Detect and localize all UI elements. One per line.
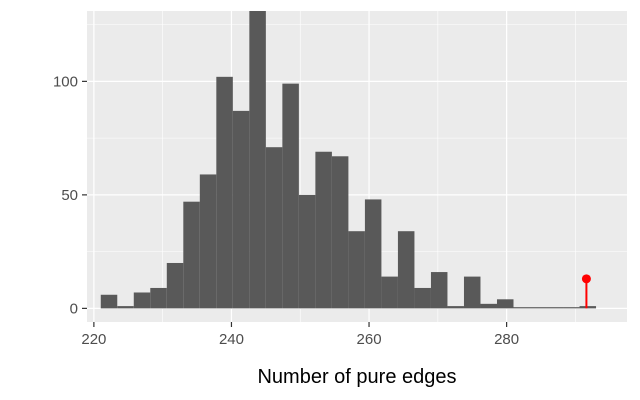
histogram-bar-16 [364, 199, 382, 309]
histogram-bar-13 [315, 151, 332, 309]
histogram-bar-4 [166, 262, 184, 309]
y-tick-label-0: 0 [70, 300, 78, 317]
histogram-bar-21 [447, 306, 464, 309]
x-tick-label-2: 260 [357, 331, 382, 348]
histogram-bar-23 [480, 303, 497, 309]
x-tick-label-3: 280 [494, 331, 519, 348]
histogram-bar-18 [397, 231, 415, 309]
histogram-bar-17 [381, 276, 398, 309]
histogram-bar-12 [298, 194, 316, 309]
histogram-bar-27 [546, 307, 564, 309]
histogram-bar-19 [414, 287, 431, 309]
histogram-bar-26 [530, 307, 547, 309]
minor-gridlines [87, 11, 627, 322]
histogram-bar-8 [232, 110, 250, 309]
histogram-bar-24 [496, 299, 514, 309]
histogram-bar-25 [513, 307, 531, 309]
x-axis: 220 240 260 280 [81, 322, 519, 348]
histogram-bar-10 [265, 147, 283, 309]
histogram-bar-5 [183, 201, 200, 309]
histogram-bars [100, 11, 597, 309]
histogram-bar-6 [199, 174, 217, 309]
y-axis: 0 50 100 [53, 73, 87, 317]
x-tick-label-1: 240 [219, 331, 244, 348]
histogram-bar-11 [282, 83, 299, 309]
x-axis-title: Number of pure edges [257, 366, 456, 388]
histogram-bar-7 [216, 76, 233, 309]
observed-value-marker [581, 274, 591, 309]
histogram-bar-22 [463, 276, 481, 309]
histogram-bar-29 [579, 306, 597, 309]
x-tick-label-0: 220 [81, 331, 106, 348]
y-tick-label-2: 100 [53, 73, 78, 90]
histogram-bar-0 [100, 294, 118, 309]
histogram-bar-1 [117, 306, 134, 309]
histogram-bar-9 [249, 11, 266, 309]
histogram-bar-20 [430, 272, 448, 309]
y-tick-label-1: 50 [61, 187, 78, 204]
histogram-bar-3 [150, 287, 167, 309]
histogram-bar-14 [331, 156, 349, 309]
observed-marker-point [581, 274, 591, 284]
histogram-bar-28 [563, 307, 580, 309]
histogram-bar-2 [133, 292, 151, 309]
histogram-bar-15 [348, 231, 365, 309]
